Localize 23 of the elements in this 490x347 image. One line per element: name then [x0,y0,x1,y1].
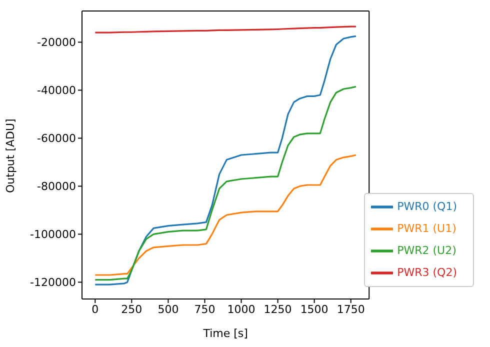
legend-label: PWR1 (U1) [397,222,456,236]
x-tick-label: 250 [121,302,142,316]
line-series [94,86,357,281]
line-series [94,154,357,276]
x-tick-label: 500 [158,302,179,316]
x-axis-title: Time [s] [202,327,248,340]
x-tick-label: 1750 [336,302,365,316]
x-tick-label: 750 [194,302,216,316]
x-tick-label: 0 [92,302,99,316]
x-tick-label: 1250 [264,302,292,316]
legend-label: PWR3 (Q2) [397,266,457,280]
x-tick-label: 1000 [227,302,256,316]
y-tick-label: -100000 [30,228,76,242]
line-series [94,35,357,286]
x-tick-label: 1500 [300,302,328,316]
y-tick-label: -40000 [37,84,76,98]
y-axis-title: Output [ADU] [4,118,17,193]
y-tick-label: -60000 [37,132,76,146]
y-tick-label: -20000 [37,36,76,50]
y-tick-label: -80000 [37,180,76,194]
legend-label: PWR2 (U2) [397,244,456,258]
y-tick-label: -120000 [30,276,76,290]
legend-label: PWR0 (Q1) [397,200,457,214]
